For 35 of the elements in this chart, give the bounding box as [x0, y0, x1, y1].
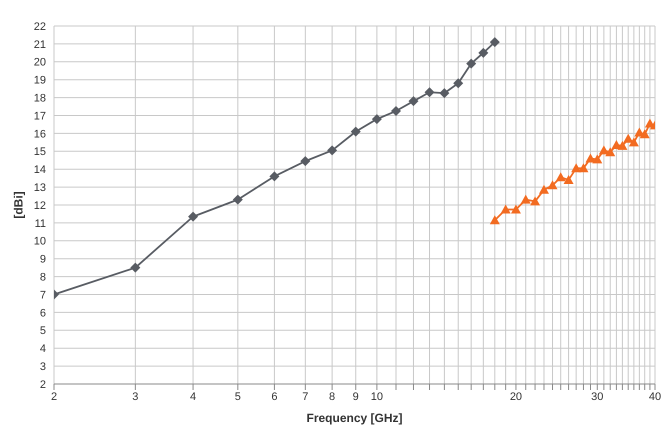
y-tick-label: 11 [34, 218, 46, 230]
x-tick-label: 6 [271, 390, 278, 403]
y-tick-label: 6 [40, 307, 46, 320]
y-tick-label: 19 [34, 74, 46, 87]
y-tick-label: 5 [40, 325, 46, 338]
x-tick-label: 7 [302, 390, 308, 403]
y-tick-label: 16 [34, 128, 46, 140]
y-tick-label: 10 [34, 236, 46, 248]
y-tick-label: 12 [34, 200, 46, 212]
y-tick-label: 8 [40, 272, 46, 284]
x-tick-label: 9 [352, 390, 359, 403]
y-tick-label: 15 [34, 146, 46, 158]
x-tick-label: 20 [510, 390, 522, 403]
y-tick-label: 3 [40, 361, 46, 374]
x-tick-label: 10 [370, 390, 384, 403]
y-axis-title: [dBi] [11, 191, 26, 219]
x-tick-label: 30 [591, 390, 604, 403]
y-tick-label: 4 [40, 343, 46, 356]
y-tick-label: 22 [34, 20, 46, 33]
x-tick-label: 8 [329, 390, 336, 403]
y-tick-label: 7 [40, 289, 46, 302]
y-tick-label: 21 [34, 38, 46, 51]
y-tick-label: 17 [34, 110, 46, 122]
x-tick-label: 3 [132, 390, 138, 403]
x-tick-label: 5 [234, 390, 241, 403]
y-tick-label: 20 [34, 56, 46, 69]
x-tick-label: 2 [50, 390, 58, 403]
y-tick-label: 18 [34, 92, 46, 105]
y-tick-label: 9 [40, 254, 46, 266]
y-tick-label: 13 [34, 182, 46, 194]
x-tick-label: 40 [648, 390, 662, 403]
y-tick-label: 14 [34, 164, 46, 176]
x-tick-label: 4 [190, 390, 196, 403]
x-axis-title: Frequency [GHz] [306, 411, 403, 425]
y-tick-label: 2 [40, 378, 46, 391]
